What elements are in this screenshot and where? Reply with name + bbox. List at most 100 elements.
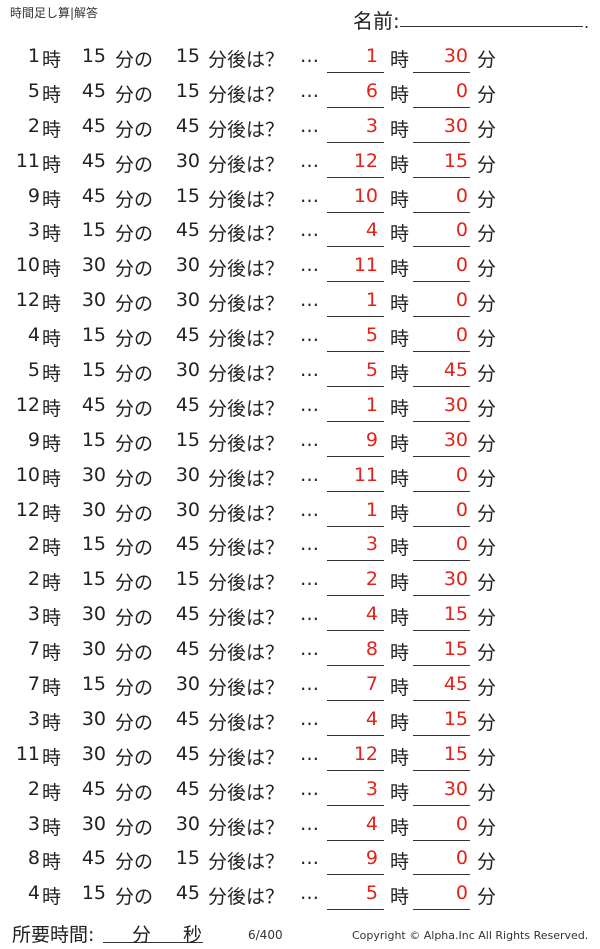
answer-hour[interactable]: 4	[365, 812, 378, 835]
ellipsis: …	[300, 114, 319, 137]
start-hour: 2	[27, 568, 40, 591]
minute-of-label: 分の	[115, 153, 154, 176]
problem-row: 12 時 30 分の 30 分後は？… 1 時 0 分	[0, 494, 600, 529]
ellipsis: …	[300, 568, 319, 591]
answer-hour[interactable]: 11	[353, 463, 378, 486]
answer-minute[interactable]: 15	[443, 707, 468, 730]
answer-hour[interactable]: 4	[365, 707, 378, 730]
answer-hour[interactable]: 1	[365, 498, 378, 521]
answer-hour-label: 時	[390, 49, 410, 71]
answer-minute[interactable]: 0	[455, 882, 468, 905]
elapsed-time-field[interactable]	[103, 942, 203, 943]
answer-minute[interactable]: 30	[443, 777, 468, 800]
answer-minute[interactable]: 15	[443, 603, 468, 626]
ellipsis: …	[300, 638, 319, 661]
answer-minute[interactable]: 45	[443, 673, 468, 696]
answer-minute-underline	[413, 211, 470, 213]
answer-minute[interactable]: 30	[443, 114, 468, 137]
answer-minute[interactable]: 30	[443, 428, 468, 451]
problem-row: 1 時 15 分の 15 分後は？… 1 時 30 分	[0, 40, 600, 75]
ellipsis: …	[300, 847, 319, 870]
start-hour: 5	[27, 359, 40, 382]
answer-hour[interactable]: 9	[365, 428, 378, 451]
name-field[interactable]	[400, 26, 583, 27]
answer-hour[interactable]: 5	[365, 882, 378, 905]
answer-hour[interactable]: 12	[353, 742, 378, 765]
answer-minute[interactable]: 30	[443, 45, 468, 67]
answer-minute[interactable]: 0	[455, 463, 468, 486]
answer-hour-underline	[327, 211, 384, 213]
answer-hour-label: 時	[390, 746, 410, 769]
answer-hour[interactable]: 3	[365, 533, 378, 556]
answer-hour-label: 時	[390, 572, 410, 595]
answer-minute[interactable]: 30	[443, 393, 468, 416]
start-minute: 15	[81, 428, 106, 451]
start-minute: 30	[81, 498, 106, 521]
answer-hour-label: 時	[390, 293, 410, 316]
answer-hour-underline	[327, 839, 384, 841]
answer-minute[interactable]: 0	[455, 219, 468, 242]
answer-minute[interactable]: 0	[455, 79, 468, 102]
problem-row: 7 時 30 分の 45 分後は？… 8 時 15 分	[0, 633, 600, 668]
answer-hour-label: 時	[390, 432, 410, 455]
problem-row: 2 時 45 分の 45 分後は？… 3 時 30 分	[0, 110, 600, 145]
answer-hour-label: 時	[390, 607, 410, 630]
answer-hour[interactable]: 4	[365, 603, 378, 626]
answer-minute-label: 分	[477, 502, 497, 525]
answer-minute-underline	[413, 734, 470, 736]
answer-minute[interactable]: 0	[455, 254, 468, 277]
answer-minute[interactable]: 15	[443, 149, 468, 172]
answer-hour[interactable]: 9	[365, 847, 378, 870]
start-minute: 15	[81, 673, 106, 696]
answer-hour[interactable]: 11	[353, 254, 378, 277]
answer-hour-label: 時	[390, 781, 410, 804]
answer-hour-label: 時	[390, 816, 410, 839]
answer-hour[interactable]: 6	[365, 79, 378, 102]
answer-hour[interactable]: 3	[365, 114, 378, 137]
answer-minute[interactable]: 0	[455, 324, 468, 347]
answer-minute[interactable]: 0	[455, 847, 468, 870]
problem-row: 11 時 30 分の 45 分後は？… 12 時 15 分	[0, 738, 600, 773]
answer-minute[interactable]: 0	[455, 812, 468, 835]
answer-minute-label: 分	[477, 118, 497, 141]
answer-hour-underline	[327, 525, 384, 527]
answer-hour[interactable]: 8	[365, 638, 378, 661]
added-minutes: 30	[175, 289, 200, 312]
minutes-after-label: 分後は？	[208, 886, 285, 909]
added-minutes: 15	[175, 428, 200, 451]
answer-hour-underline	[327, 141, 384, 143]
answer-minute[interactable]: 15	[443, 638, 468, 661]
added-minutes: 45	[175, 393, 200, 416]
start-hour: 2	[27, 114, 40, 137]
answer-minute[interactable]: 0	[455, 533, 468, 556]
answer-hour[interactable]: 7	[365, 673, 378, 696]
answer-minute[interactable]: 0	[455, 498, 468, 521]
hour-label: 時	[42, 153, 62, 176]
answer-hour-underline	[327, 595, 384, 597]
answer-hour-underline	[327, 386, 384, 388]
answer-minute[interactable]: 0	[455, 289, 468, 312]
minutes-after-label: 分後は？	[208, 746, 285, 769]
answer-hour[interactable]: 2	[365, 568, 378, 591]
answer-minute[interactable]: 0	[455, 184, 468, 207]
minutes-after-label: 分後は？	[208, 328, 285, 351]
answer-hour[interactable]: 3	[365, 777, 378, 800]
answer-hour[interactable]: 1	[365, 289, 378, 312]
added-minutes: 30	[175, 359, 200, 382]
answer-minute-label: 分	[477, 328, 497, 351]
answer-minute[interactable]: 15	[443, 742, 468, 765]
answer-hour[interactable]: 1	[365, 45, 378, 67]
page-number: 6/400	[248, 928, 283, 942]
answer-hour[interactable]: 4	[365, 219, 378, 242]
answer-hour[interactable]: 5	[365, 359, 378, 382]
answer-hour[interactable]: 12	[353, 149, 378, 172]
answer-hour[interactable]: 1	[365, 393, 378, 416]
answer-minute[interactable]: 30	[443, 568, 468, 591]
answer-minute[interactable]: 45	[443, 359, 468, 382]
minute-of-label: 分の	[115, 293, 154, 316]
answer-hour[interactable]: 10	[353, 184, 378, 207]
answer-hour-underline	[327, 630, 384, 632]
copyright-notice: Copyright © Alpha.Inc All Rights Reserve…	[352, 929, 589, 942]
answer-hour[interactable]: 5	[365, 324, 378, 347]
minute-of-label: 分の	[115, 397, 154, 420]
